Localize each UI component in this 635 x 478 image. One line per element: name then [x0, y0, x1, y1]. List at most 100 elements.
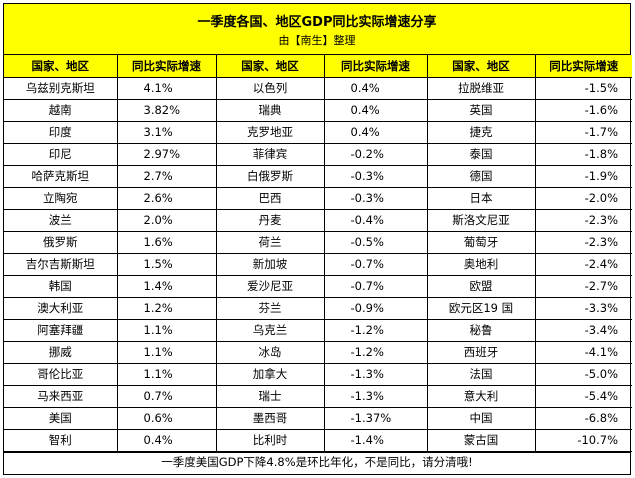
- region-name-cell: 阿塞拜疆: [4, 318, 118, 342]
- table-row: 印度 3.1% 克罗地亚 0.4% 捷克 -1.7%: [4, 120, 632, 144]
- region-name-cell: 美国: [4, 406, 118, 430]
- region-name-cell: 中国: [426, 406, 536, 430]
- growth-rate-cell: -1.6%: [534, 98, 632, 122]
- table-row: 印尼 2.97% 菲律宾 -0.2% 泰国 -1.8%: [4, 142, 632, 166]
- region-name-cell: 欧盟: [426, 274, 536, 298]
- region-name-cell: 秘鲁: [426, 318, 536, 342]
- table-row: 哈萨克斯坦 2.7% 白俄罗斯 -0.3% 德国 -1.9%: [4, 164, 632, 188]
- region-name-cell: 捷克: [426, 120, 536, 144]
- growth-rate-cell: 2.7%: [116, 164, 217, 188]
- region-name-cell: 瑞士: [215, 384, 325, 408]
- region-name-cell: 日本: [426, 186, 536, 210]
- growth-rate-cell: 3.82%: [116, 98, 217, 122]
- growth-rate-cell: 0.7%: [116, 384, 217, 408]
- region-name-cell: 冰岛: [215, 340, 325, 364]
- growth-rate-cell: -0.3%: [323, 186, 428, 210]
- growth-rate-cell: -0.7%: [323, 252, 428, 276]
- growth-rate-cell: -1.3%: [323, 362, 428, 386]
- growth-rate-cell: -0.3%: [323, 164, 428, 188]
- title-banner: 一季度各国、地区GDP同比实际增速分享 由【南生】整理: [4, 4, 630, 55]
- footer-note: 一季度美国GDP下降4.8%是环比年化，不是同比，请分清哦!: [4, 451, 630, 471]
- region-name-cell: 俄罗斯: [4, 230, 118, 254]
- growth-rate-cell: -3.4%: [534, 318, 632, 342]
- region-name-cell: 印度: [4, 120, 118, 144]
- region-name-cell: 印尼: [4, 142, 118, 166]
- region-name-cell: 澳大利亚: [4, 296, 118, 320]
- gdp-table-sheet: 一季度各国、地区GDP同比实际增速分享 由【南生】整理 国家、地区 同比实际增速国…: [3, 3, 632, 475]
- growth-rate-cell: 1.4%: [116, 274, 217, 298]
- column-header-growth: 同比实际增速: [323, 55, 428, 78]
- region-name-cell: 法国: [426, 362, 536, 386]
- growth-rate-cell: -4.1%: [534, 340, 632, 364]
- region-name-cell: 新加坡: [215, 252, 325, 276]
- region-name-cell: 葡萄牙: [426, 230, 536, 254]
- column-header-growth: 同比实际增速: [534, 55, 632, 78]
- growth-rate-cell: 1.5%: [116, 252, 217, 276]
- table-body: 乌兹别克斯坦 4.1% 以色列 0.4% 拉脱维亚 -1.5% 越南 3.82% 瑞典 0.4% 英…: [4, 77, 632, 452]
- region-name-cell: 丹麦: [215, 208, 325, 232]
- region-name-cell: 西班牙: [426, 340, 536, 364]
- region-name-cell: 越南: [4, 98, 118, 122]
- region-name-cell: 以色列: [215, 77, 325, 100]
- growth-rate-cell: -1.4%: [323, 428, 428, 452]
- table-row: 韩国 1.4% 爱沙尼亚 -0.7% 欧盟 -2.7%: [4, 274, 632, 298]
- region-name-cell: 欧元区19 国: [426, 296, 536, 320]
- table-row: 澳大利亚 1.2% 芬兰 -0.9% 欧元区19 国 -3.3%: [4, 296, 632, 320]
- growth-rate-cell: 2.0%: [116, 208, 217, 232]
- growth-rate-cell: -1.7%: [534, 120, 632, 144]
- region-name-cell: 比利时: [215, 428, 325, 452]
- region-name-cell: 斯洛文尼亚: [426, 208, 536, 232]
- region-name-cell: 芬兰: [215, 296, 325, 320]
- table-row: 吉尔吉斯斯坦 1.5% 新加坡 -0.7% 奥地利 -2.4%: [4, 252, 632, 276]
- growth-rate-cell: 1.1%: [116, 340, 217, 364]
- growth-rate-cell: 1.1%: [116, 362, 217, 386]
- growth-rate-cell: -0.7%: [323, 274, 428, 298]
- region-name-cell: 英国: [426, 98, 536, 122]
- growth-rate-cell: -2.3%: [534, 230, 632, 254]
- column-header-region: 国家、地区: [215, 55, 325, 78]
- gdp-table: 国家、地区 同比实际增速 国家、地区 同比实际增速 国家、地区 同比实际增速 乌兹别克斯坦…: [4, 55, 632, 452]
- growth-rate-cell: 0.4%: [323, 98, 428, 122]
- region-name-cell: 泰国: [426, 142, 536, 166]
- region-name-cell: 马来西亚: [4, 384, 118, 408]
- region-name-cell: 智利: [4, 428, 118, 452]
- table-row: 波兰 2.0% 丹麦 -0.4% 斯洛文尼亚 -2.3%: [4, 208, 632, 232]
- growth-rate-cell: -6.8%: [534, 406, 632, 430]
- region-name-cell: 墨西哥: [215, 406, 325, 430]
- growth-rate-cell: 0.4%: [323, 77, 428, 100]
- table-title: 一季度各国、地区GDP同比实际增速分享: [197, 15, 437, 30]
- table-row: 俄罗斯 1.6% 荷兰 -0.5% 葡萄牙 -2.3%: [4, 230, 632, 254]
- table-row: 哥伦比亚 1.1% 加拿大 -1.3% 法国 -5.0%: [4, 362, 632, 386]
- growth-rate-cell: -1.8%: [534, 142, 632, 166]
- region-name-cell: 奥地利: [426, 252, 536, 276]
- growth-rate-cell: -2.4%: [534, 252, 632, 276]
- growth-rate-cell: -5.4%: [534, 384, 632, 408]
- table-row: 立陶宛 2.6% 巴西 -0.3% 日本 -2.0%: [4, 186, 632, 210]
- column-header-growth: 同比实际增速: [116, 55, 217, 78]
- region-name-cell: 吉尔吉斯斯坦: [4, 252, 118, 276]
- region-name-cell: 加拿大: [215, 362, 325, 386]
- growth-rate-cell: -2.7%: [534, 274, 632, 298]
- header-row: 国家、地区 同比实际增速 国家、地区 同比实际增速 国家、地区 同比实际增速: [4, 55, 632, 78]
- growth-rate-cell: -0.2%: [323, 142, 428, 166]
- growth-rate-cell: -0.5%: [323, 230, 428, 254]
- table-row: 智利 0.4% 比利时 -1.4% 蒙古国 -10.7%: [4, 428, 632, 452]
- region-name-cell: 白俄罗斯: [215, 164, 325, 188]
- region-name-cell: 波兰: [4, 208, 118, 232]
- region-name-cell: 乌克兰: [215, 318, 325, 342]
- growth-rate-cell: -1.2%: [323, 340, 428, 364]
- region-name-cell: 德国: [426, 164, 536, 188]
- table-row: 马来西亚 0.7% 瑞士 -1.3% 意大利 -5.4%: [4, 384, 632, 408]
- region-name-cell: 乌兹别克斯坦: [4, 77, 118, 100]
- region-name-cell: 立陶宛: [4, 186, 118, 210]
- region-name-cell: 哥伦比亚: [4, 362, 118, 386]
- growth-rate-cell: -1.2%: [323, 318, 428, 342]
- growth-rate-cell: -10.7%: [534, 428, 632, 452]
- region-name-cell: 挪威: [4, 340, 118, 364]
- region-name-cell: 巴西: [215, 186, 325, 210]
- region-name-cell: 蒙古国: [426, 428, 536, 452]
- growth-rate-cell: 4.1%: [116, 77, 217, 100]
- region-name-cell: 爱沙尼亚: [215, 274, 325, 298]
- table-subtitle: 由【南生】整理: [278, 34, 356, 47]
- region-name-cell: 拉脱维亚: [426, 77, 536, 100]
